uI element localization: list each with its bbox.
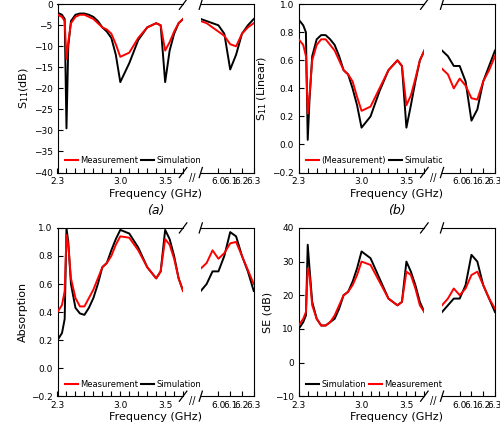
- Legend: Simulation, Measurement: Simulation, Measurement: [303, 376, 446, 392]
- Legend: Measurement, Simulation: Measurement, Simulation: [62, 153, 204, 168]
- Text: //: //: [188, 173, 195, 183]
- Text: //: //: [430, 173, 436, 183]
- Text: Frequency (GHz): Frequency (GHz): [109, 189, 202, 199]
- Y-axis label: SE (dB): SE (dB): [262, 291, 272, 333]
- Text: (b): (b): [388, 204, 406, 218]
- Text: Frequency (GHz): Frequency (GHz): [350, 412, 444, 422]
- Y-axis label: S$_{11}$ (Linear): S$_{11}$ (Linear): [256, 56, 270, 121]
- Legend: Measurement, Simulation: Measurement, Simulation: [62, 376, 204, 392]
- Text: //: //: [188, 396, 195, 406]
- Text: Frequency (GHz): Frequency (GHz): [109, 412, 202, 422]
- Y-axis label: S$_{11}$(dB): S$_{11}$(dB): [18, 67, 31, 109]
- Y-axis label: Absorption: Absorption: [18, 282, 28, 342]
- Text: Frequency (GHz): Frequency (GHz): [350, 189, 444, 199]
- Text: (a): (a): [147, 204, 164, 218]
- Text: //: //: [430, 396, 436, 406]
- Legend: (Measurement), Simulation: (Measurement), Simulation: [303, 153, 452, 168]
